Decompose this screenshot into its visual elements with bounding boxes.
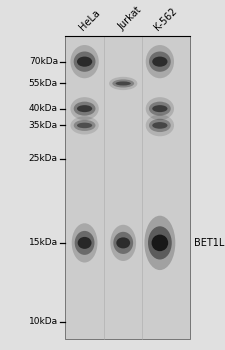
Ellipse shape (116, 237, 130, 248)
Text: 55kDa: 55kDa (29, 79, 58, 88)
Text: 70kDa: 70kDa (29, 57, 58, 66)
Ellipse shape (152, 105, 167, 112)
Ellipse shape (148, 119, 170, 132)
Ellipse shape (113, 232, 133, 254)
Ellipse shape (109, 77, 137, 90)
Ellipse shape (70, 45, 98, 78)
FancyBboxPatch shape (65, 36, 189, 338)
Text: BET1L: BET1L (193, 238, 223, 248)
Text: 15kDa: 15kDa (29, 238, 58, 247)
Ellipse shape (77, 57, 92, 67)
Ellipse shape (147, 226, 171, 259)
Ellipse shape (145, 97, 173, 120)
Text: K-562: K-562 (152, 6, 178, 33)
Text: 35kDa: 35kDa (29, 121, 58, 130)
Text: HeLa: HeLa (77, 8, 102, 33)
Ellipse shape (77, 237, 91, 249)
Text: 25kDa: 25kDa (29, 154, 58, 163)
Ellipse shape (74, 231, 94, 255)
Ellipse shape (151, 234, 167, 251)
Ellipse shape (148, 102, 170, 116)
Ellipse shape (70, 116, 98, 134)
Ellipse shape (148, 51, 170, 72)
Ellipse shape (112, 79, 133, 88)
Ellipse shape (77, 105, 92, 112)
Ellipse shape (145, 114, 173, 136)
Ellipse shape (73, 120, 95, 131)
Ellipse shape (145, 45, 173, 78)
Ellipse shape (73, 102, 95, 116)
Ellipse shape (152, 57, 167, 67)
Ellipse shape (70, 97, 98, 120)
Ellipse shape (110, 225, 135, 261)
Ellipse shape (115, 82, 130, 85)
Ellipse shape (152, 122, 167, 129)
Ellipse shape (144, 216, 175, 270)
Text: 10kDa: 10kDa (29, 317, 58, 326)
Ellipse shape (77, 122, 92, 128)
Text: 40kDa: 40kDa (29, 104, 58, 113)
Text: Jurkat: Jurkat (116, 5, 143, 33)
Ellipse shape (73, 51, 95, 72)
Ellipse shape (71, 223, 97, 262)
